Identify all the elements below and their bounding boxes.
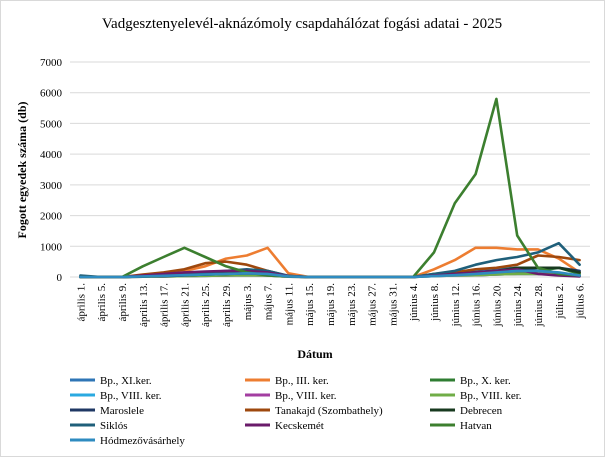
legend-label: Bp., VIII. ker.	[460, 390, 522, 402]
legend-label: Hatvan	[460, 420, 492, 432]
y-tick-labels: 0 1000 2000 3000 4000 5000 6000 7000	[40, 57, 63, 284]
x-tick-label: június 20.	[491, 283, 503, 328]
y-tick-label: 4000	[40, 149, 63, 161]
series-line	[79, 269, 581, 279]
x-tick-label: május 31.	[387, 283, 399, 326]
legend-label: Bp., XI.ker.	[100, 375, 152, 387]
x-tick-label: május 23.	[346, 283, 358, 326]
y-tick-label: 6000	[40, 88, 63, 100]
legend-label: Bp., VIII. ker.	[100, 390, 162, 402]
x-tick-label: június 24.	[512, 283, 524, 328]
x-tick-label: április 5.	[96, 283, 108, 322]
legend-label: Hódmezővásárhely	[100, 435, 185, 447]
legend-label: Debrecen	[460, 405, 503, 417]
y-tick-label: 0	[57, 272, 63, 284]
y-tick-label: 3000	[40, 180, 63, 192]
x-tick-label: május 15.	[304, 283, 316, 326]
x-tick-label: június 12.	[450, 283, 462, 328]
x-tick-label: július 6.	[575, 283, 587, 320]
y-tick-label: 7000	[40, 57, 63, 69]
x-tick-label: április 17.	[159, 283, 171, 327]
legend-label: Kecskemét	[275, 420, 324, 432]
legend-label: Tanakajd (Szombathely)	[275, 405, 383, 417]
x-tick-label: május 27.	[367, 283, 379, 326]
chart-title: Vadgesztenyelevél-aknázómoly csapdahálóz…	[102, 16, 502, 32]
x-tick-label: június 4.	[408, 283, 420, 322]
gridlines	[70, 61, 590, 278]
x-tick-label: július 2.	[554, 283, 566, 320]
x-axis-label: Dátum	[297, 347, 332, 361]
y-tick-label: 5000	[40, 118, 63, 130]
legend-label: Bp., III. ker.	[275, 375, 329, 387]
x-tick-label: április 21.	[179, 283, 191, 327]
y-tick-label: 2000	[40, 211, 63, 223]
x-tick-label: június 16.	[471, 283, 483, 328]
x-tick-label: május 11.	[283, 283, 295, 326]
x-tick-label: április 13.	[138, 283, 150, 327]
x-tick-label: április 25.	[200, 283, 212, 327]
x-tick-labels: április 1. április 5. április 9. április 13…	[75, 283, 586, 328]
y-tick-label: 1000	[40, 241, 63, 253]
x-tick-label: június 8.	[429, 283, 441, 322]
legend-label: Siklós	[100, 420, 128, 432]
x-tick-label: május 19.	[325, 283, 337, 326]
legend-label: Bp., X. ker.	[460, 375, 511, 387]
x-tick-label: április 29.	[221, 283, 233, 327]
legend: Bp., XI.ker. Bp., III. ker. Bp., X. ker. Bp…	[70, 375, 522, 447]
series-lines	[79, 97, 581, 279]
x-tick-label: április 1.	[75, 283, 87, 322]
legend-label: Bp., VIII. ker.	[275, 390, 337, 402]
legend-label: Maroslele	[100, 405, 144, 417]
x-tick-label: április 9.	[117, 283, 129, 322]
x-tick-label: június 28.	[533, 283, 545, 328]
x-tick-label: május 7.	[263, 283, 275, 321]
y-axis-label: Fogott egyedek száma (db)	[15, 102, 29, 239]
x-tick-label: május 3.	[242, 283, 254, 321]
